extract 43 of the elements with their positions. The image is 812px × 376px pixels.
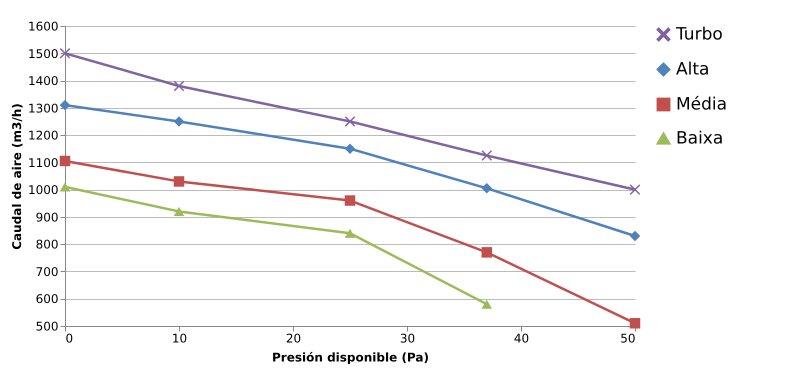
x-axis-title: Presión disponible (Pa) <box>272 350 429 364</box>
point <box>60 100 70 110</box>
point <box>60 48 70 59</box>
x-tick-label: 20 <box>286 332 302 346</box>
y-tick-label: 500 <box>36 320 58 334</box>
point <box>344 116 356 127</box>
y-tick-label: 1000 <box>28 183 58 198</box>
point <box>60 182 70 192</box>
legend-label: Alta <box>676 60 710 80</box>
y-tick-label: 1100 <box>28 156 58 170</box>
y-tick-label: 900 <box>36 210 58 224</box>
point <box>344 195 356 206</box>
point <box>344 143 356 154</box>
point <box>630 318 640 329</box>
x-tick-label: 10 <box>172 332 188 346</box>
point <box>482 183 492 194</box>
point <box>60 156 70 166</box>
point <box>174 80 184 92</box>
x-tick-label: 50 <box>620 332 636 346</box>
x-tick-label: 30 <box>400 332 416 346</box>
point <box>174 116 184 127</box>
y-tick-label: 800 <box>36 238 58 252</box>
point <box>630 230 640 242</box>
x-tick-label: 40 <box>514 332 530 346</box>
point <box>174 176 184 187</box>
y-tick-label: 1200 <box>28 128 58 143</box>
y-tick-label: 1400 <box>28 74 58 88</box>
y-tick-label: 1300 <box>28 101 58 116</box>
y-axis-title: Caudal de aire (m3/h) <box>10 103 24 250</box>
y-tick-label: 700 <box>36 264 58 279</box>
y-tick-label: 1500 <box>28 46 58 61</box>
legend-label: Média <box>676 94 728 114</box>
legend-label: Baixa <box>676 128 724 148</box>
point <box>482 247 492 258</box>
x-tick-label: 0 <box>66 332 74 346</box>
y-tick-label: 1600 <box>28 20 58 34</box>
point <box>482 300 492 309</box>
legend-label: Turbo <box>675 24 723 44</box>
point <box>482 150 492 161</box>
point <box>630 184 640 195</box>
y-tick-label: 600 <box>36 292 58 306</box>
point <box>344 228 356 238</box>
point <box>174 206 184 216</box>
